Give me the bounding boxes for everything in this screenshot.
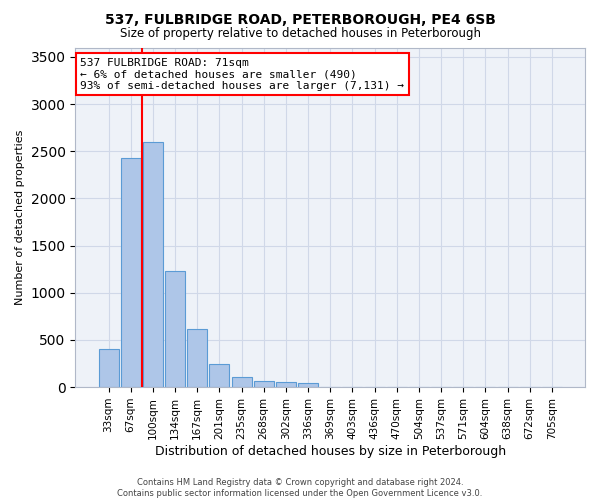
Bar — [254, 381, 274, 387]
Bar — [232, 376, 251, 387]
Bar — [187, 328, 207, 387]
Bar — [121, 158, 140, 387]
Text: Contains HM Land Registry data © Crown copyright and database right 2024.
Contai: Contains HM Land Registry data © Crown c… — [118, 478, 482, 498]
Text: 537, FULBRIDGE ROAD, PETERBOROUGH, PE4 6SB: 537, FULBRIDGE ROAD, PETERBOROUGH, PE4 6… — [104, 12, 496, 26]
X-axis label: Distribution of detached houses by size in Peterborough: Distribution of detached houses by size … — [155, 444, 506, 458]
Bar — [276, 382, 296, 387]
Bar — [298, 383, 318, 387]
Bar — [165, 271, 185, 387]
Text: Size of property relative to detached houses in Peterborough: Size of property relative to detached ho… — [119, 28, 481, 40]
Bar — [209, 364, 229, 387]
Bar — [143, 142, 163, 387]
Bar — [98, 350, 119, 387]
Text: 537 FULBRIDGE ROAD: 71sqm
← 6% of detached houses are smaller (490)
93% of semi-: 537 FULBRIDGE ROAD: 71sqm ← 6% of detach… — [80, 58, 404, 91]
Y-axis label: Number of detached properties: Number of detached properties — [15, 130, 25, 305]
